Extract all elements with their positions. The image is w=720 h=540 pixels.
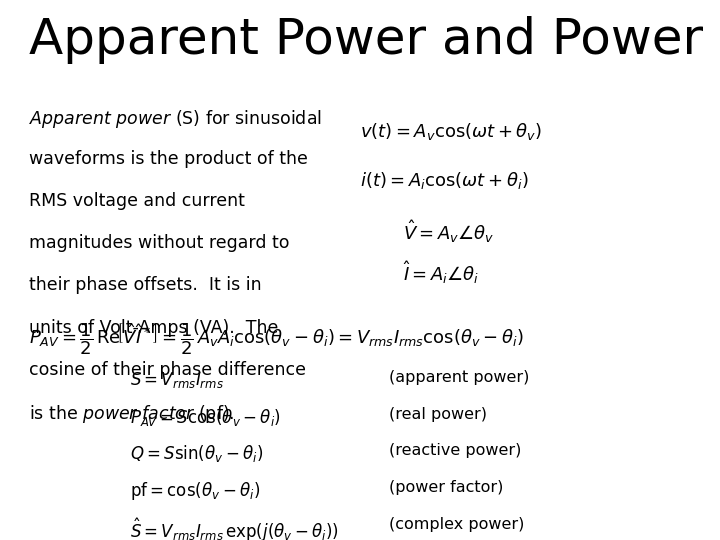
Text: $\mathrm{pf} = \cos(\theta_v - \theta_i)$: $\mathrm{pf} = \cos(\theta_v - \theta_i)… <box>130 480 260 502</box>
Text: (complex power): (complex power) <box>389 517 524 532</box>
Text: is the $\mathit{power\ factor}$ (pf).: is the $\mathit{power\ factor}$ (pf). <box>29 403 234 425</box>
Text: their phase offsets.  It is in: their phase offsets. It is in <box>29 276 261 294</box>
Text: $\hat{S} = V_{rms}I_{rms}\,\exp(j(\theta_v - \theta_i))$: $\hat{S} = V_{rms}I_{rms}\,\exp(j(\theta… <box>130 517 338 540</box>
Text: cosine of their phase difference: cosine of their phase difference <box>29 361 306 379</box>
Text: $\hat{V} = A_v \angle \theta_v$: $\hat{V} = A_v \angle \theta_v$ <box>403 219 495 246</box>
Text: units of Volt-Amps (VA).  The: units of Volt-Amps (VA). The <box>29 319 278 336</box>
Text: RMS voltage and current: RMS voltage and current <box>29 192 245 210</box>
Text: waveforms is the product of the: waveforms is the product of the <box>29 150 307 168</box>
Text: (apparent power): (apparent power) <box>389 370 529 385</box>
Text: (real power): (real power) <box>389 407 487 422</box>
Text: $P_{AV} = S\cos(\theta_v - \theta_i)$: $P_{AV} = S\cos(\theta_v - \theta_i)$ <box>130 407 280 428</box>
Text: $P_{AV} = \dfrac{1}{2}\,\mathrm{Re}\!\left[\hat{V}\hat{I}^*\right] = \dfrac{1}{2: $P_{AV} = \dfrac{1}{2}\,\mathrm{Re}\!\le… <box>29 321 523 357</box>
Text: $S = V_{rms}I_{rms}$: $S = V_{rms}I_{rms}$ <box>130 370 223 390</box>
Text: $Q = S\sin(\theta_v - \theta_i)$: $Q = S\sin(\theta_v - \theta_i)$ <box>130 443 263 464</box>
Text: $\hat{I} = A_i \angle \theta_i$: $\hat{I} = A_i \angle \theta_i$ <box>403 259 480 286</box>
Text: $\mathit{Apparent\ power}$ (S) for sinusoidal: $\mathit{Apparent\ power}$ (S) for sinus… <box>29 108 322 130</box>
Text: $i(t) = A_i \cos(\omega t + \theta_i)$: $i(t) = A_i \cos(\omega t + \theta_i)$ <box>360 170 528 191</box>
Text: (power factor): (power factor) <box>389 480 503 495</box>
Text: $v(t) = A_v \cos(\omega t + \theta_v)$: $v(t) = A_v \cos(\omega t + \theta_v)$ <box>360 122 542 143</box>
Text: magnitudes without regard to: magnitudes without regard to <box>29 234 289 252</box>
Text: (reactive power): (reactive power) <box>389 443 521 458</box>
Text: Apparent Power and Power Factor: Apparent Power and Power Factor <box>29 16 720 64</box>
